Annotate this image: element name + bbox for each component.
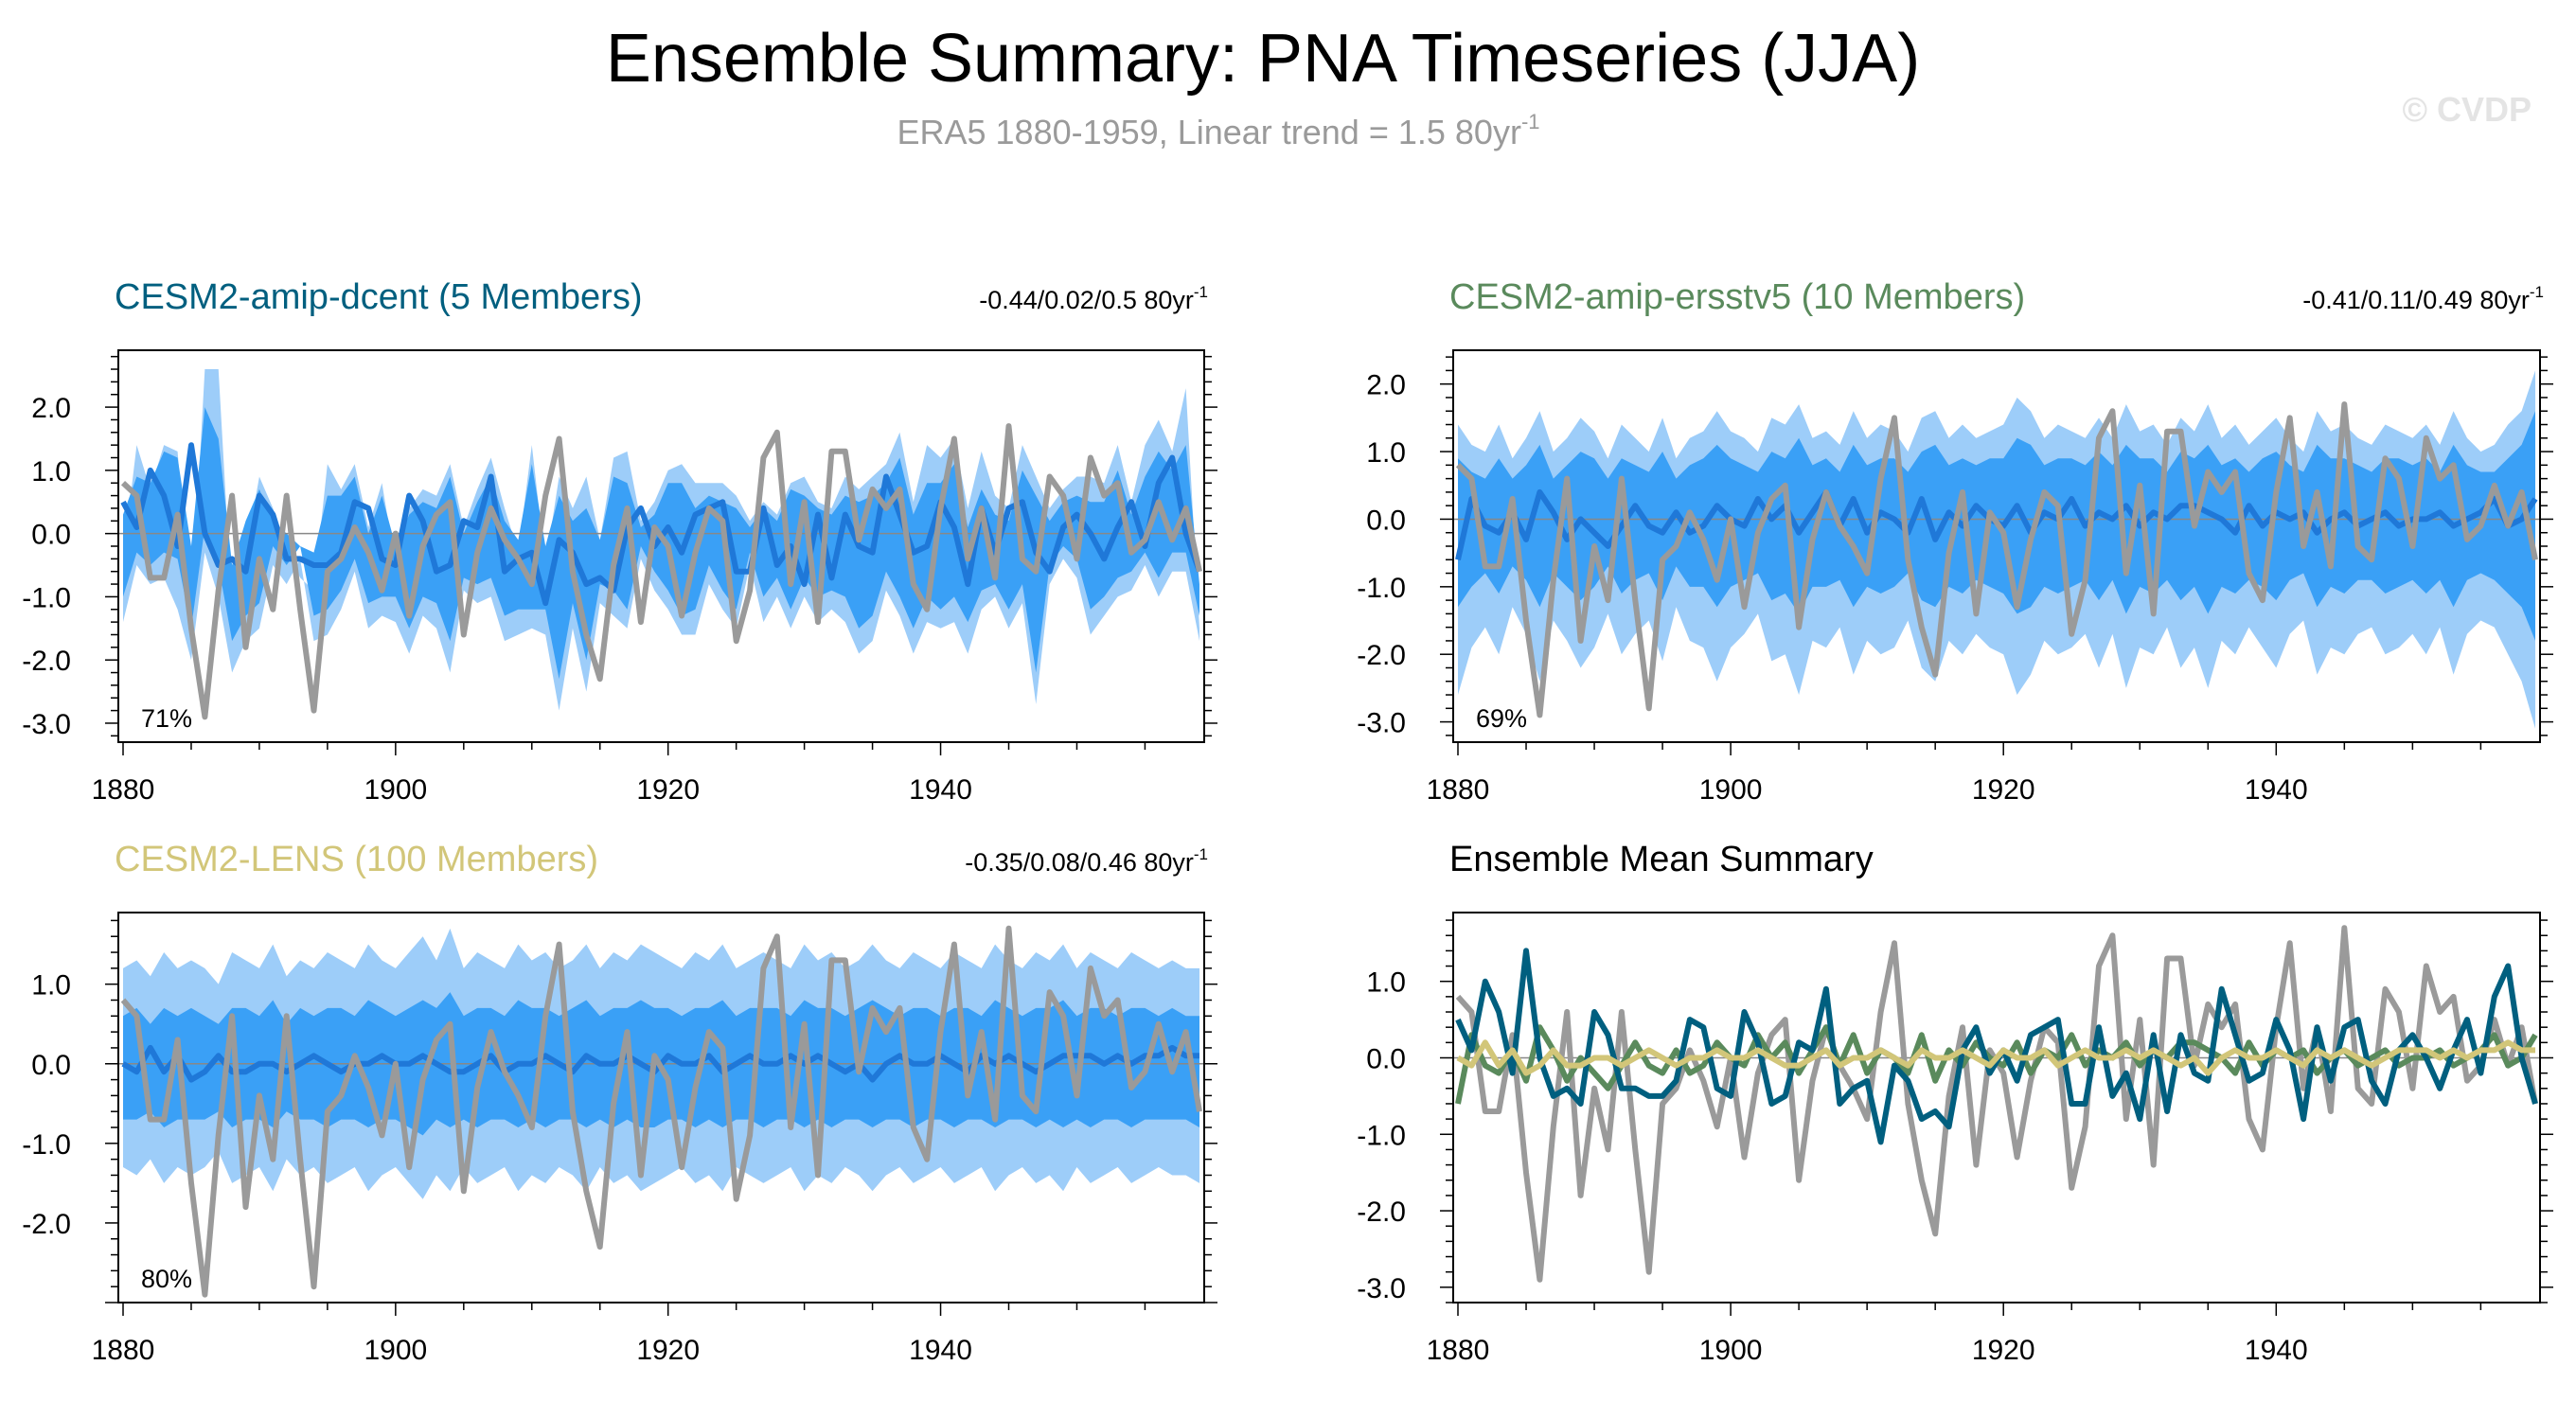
y-tick-label: -2.0 — [1357, 640, 1406, 671]
plot-area — [118, 369, 1204, 720]
x-tick-label: 1880 — [1427, 774, 1490, 806]
x-tick-label: 1900 — [364, 774, 427, 806]
percent-label: 71% — [141, 704, 192, 733]
y-tick-label: 2.0 — [31, 393, 71, 424]
y-tick-label: 0.0 — [1366, 1043, 1406, 1074]
trend-superscript: -1 — [1194, 283, 1208, 301]
x-tick-label: 1940 — [909, 774, 972, 806]
y-tick-label: 1.0 — [1366, 437, 1406, 469]
panel-title: Ensemble Mean Summary — [1449, 840, 1874, 879]
panel-title: CESM2-LENS (100 Members) — [115, 840, 598, 879]
trend-label: -0.35/0.08/0.46 80yr-1 — [965, 845, 1208, 877]
plot-area — [118, 925, 1204, 1298]
plot-frame — [117, 912, 1205, 1303]
x-tick-label: 1900 — [1699, 1335, 1763, 1366]
y-tick-label: -1.0 — [22, 582, 71, 613]
y-tick-label: 0.0 — [31, 520, 71, 551]
obs-line — [120, 925, 1202, 1298]
panel-title: CESM2-amip-ersstv5 (10 Members) — [1449, 277, 2025, 317]
plot-area — [1453, 370, 2540, 729]
obs-line — [1455, 401, 2538, 718]
y-tick-label: 0.0 — [31, 1050, 71, 1081]
x-tick-label: 1900 — [364, 1335, 427, 1366]
plot-frame — [1452, 912, 2541, 1303]
trend-label: -0.44/0.02/0.5 80yr-1 — [979, 283, 1208, 314]
series-line-1 — [1455, 925, 2538, 1283]
x-tick-label: 1940 — [2245, 774, 2308, 806]
range-band-inner — [123, 407, 1199, 680]
plot-area — [1453, 925, 2540, 1283]
x-tick-label: 1900 — [1699, 774, 1763, 806]
trend-label: -0.41/0.11/0.49 80yr-1 — [2302, 283, 2544, 314]
y-tick-label: 1.0 — [1366, 967, 1406, 999]
y-tick-label: -2.0 — [22, 646, 71, 677]
trend-value: -0.35/0.08/0.46 80yr — [965, 848, 1194, 877]
cvdp-watermark: © CVDP — [2402, 90, 2532, 129]
panel-2: CESM2-amip-ersstv5 (10 Members) -0.41/0.1… — [1357, 277, 2553, 806]
panels: CESM2-amip-dcent (5 Members) -0.44/0.02/0… — [22, 277, 2553, 1366]
y-tick-label: 1.0 — [31, 456, 71, 488]
x-tick-label: 1920 — [1972, 774, 2035, 806]
percent-label: 80% — [141, 1265, 192, 1293]
x-tick-label: 1920 — [1972, 1335, 2035, 1366]
x-tick-label: 1940 — [909, 1335, 972, 1366]
trend-value: -0.44/0.02/0.5 80yr — [979, 286, 1194, 314]
panel-4: Ensemble Mean Summary 1.0 0.0 -1.0 -2.0 -3.0 1… — [1357, 840, 2553, 1366]
y-tick-label: 0.0 — [1366, 505, 1406, 536]
percent-label: 69% — [1476, 704, 1527, 733]
trend-superscript: -1 — [1194, 845, 1208, 863]
y-tick-label: -2.0 — [1357, 1197, 1406, 1228]
y-tick-label: -1.0 — [1357, 1120, 1406, 1151]
y-tick-label: -3.0 — [1357, 1273, 1406, 1304]
x-tick-label: 1880 — [1427, 1335, 1490, 1366]
subtitle-superscript: -1 — [1521, 110, 1540, 133]
obs-line — [120, 423, 1202, 720]
x-tick-label: 1920 — [636, 1335, 700, 1366]
y-tick-label: -2.0 — [22, 1209, 71, 1240]
x-tick-label: 1880 — [92, 1335, 155, 1366]
x-tick-label: 1920 — [636, 774, 700, 806]
panel-title: CESM2-amip-dcent (5 Members) — [115, 277, 642, 317]
y-tick-label: 2.0 — [1366, 370, 1406, 401]
x-tick-label: 1940 — [2245, 1335, 2308, 1366]
panel-3: CESM2-LENS (100 Members) -0.35/0.08/0.46 … — [22, 840, 1217, 1366]
figure-subtitle: ERA5 1880-1959, Linear trend = 1.5 80yr-… — [897, 110, 1539, 151]
subtitle-text: ERA5 1880-1959, Linear trend = 1.5 80yr — [897, 113, 1520, 151]
figure-title: Ensemble Summary: PNA Timeseries (JJA) — [606, 21, 1920, 97]
y-tick-label: -3.0 — [22, 709, 71, 740]
panel-1: CESM2-amip-dcent (5 Members) -0.44/0.02/0… — [22, 277, 1217, 806]
y-tick-label: 1.0 — [31, 970, 71, 1002]
series-line-4 — [1456, 1039, 2535, 1076]
y-tick-label: -1.0 — [1357, 573, 1406, 604]
x-tick-label: 1880 — [92, 774, 155, 806]
y-tick-label: -1.0 — [22, 1129, 71, 1161]
trend-superscript: -1 — [2530, 283, 2544, 301]
y-tick-label: -3.0 — [1357, 708, 1406, 739]
trend-value: -0.41/0.11/0.49 80yr — [2302, 286, 2530, 314]
